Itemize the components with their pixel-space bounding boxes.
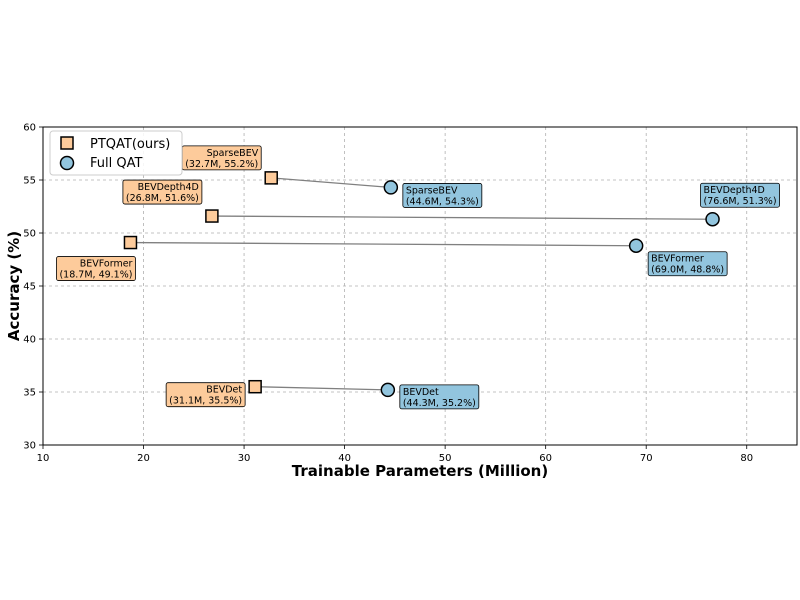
annotation-box xyxy=(647,251,728,277)
annotation-box xyxy=(165,382,246,408)
annotation-model: BEVDepth4D xyxy=(704,185,765,196)
connector-line xyxy=(211,215,713,220)
y-tick-label: 45 xyxy=(23,282,36,293)
annotation-box xyxy=(402,183,483,208)
annotation-box xyxy=(700,182,780,208)
markers xyxy=(123,171,720,398)
annotation-values: (26.8M, 51.6%) xyxy=(126,193,199,204)
annotation-values: (44.3M, 35.2%) xyxy=(403,398,476,409)
x-tick-label: 30 xyxy=(238,453,251,464)
ptqat-marker xyxy=(248,379,262,394)
fullqat-marker xyxy=(380,382,396,398)
annotation: BEVFormer(18.7M, 49.1%) xyxy=(56,256,136,281)
fullqat-marker xyxy=(383,180,399,195)
annotation: BEVFormer(69.0M, 48.8%) xyxy=(647,251,728,277)
legend-ptqat-marker xyxy=(60,136,74,150)
x-tick-label: 10 xyxy=(37,453,50,464)
x-tick-label: 20 xyxy=(137,453,150,464)
x-tick-label: 50 xyxy=(439,453,452,464)
ptqat-marker xyxy=(205,209,219,223)
annotation-values: (76.6M, 51.3%) xyxy=(704,196,777,207)
fullqat-marker xyxy=(628,238,644,253)
annotation-model: BEVDet xyxy=(403,387,439,398)
connector-line xyxy=(130,241,637,247)
ptqat-marker xyxy=(264,171,278,185)
x-tick-label: 60 xyxy=(539,453,552,464)
connectors xyxy=(130,177,713,391)
annotation-model: BEVFormer xyxy=(80,259,133,270)
y-tick-label: 35 xyxy=(23,388,36,399)
y-axis-title: Accuracy (%) xyxy=(5,231,23,341)
annotation: SparseBEV(44.6M, 54.3%) xyxy=(402,183,483,208)
annotation-values: (69.0M, 48.8%) xyxy=(651,265,724,276)
annotation-box xyxy=(56,256,136,281)
x-axis-title: Trainable Parameters (Million) xyxy=(292,462,548,480)
annotation-box xyxy=(399,384,480,410)
annotation-box xyxy=(122,179,203,205)
annotation: SparseBEV(32.7M, 55.2%) xyxy=(181,145,262,171)
annotation: BEVDepth4D(26.8M, 51.6%) xyxy=(122,179,203,205)
annotation: BEVDet(31.1M, 35.5%) xyxy=(165,382,246,408)
annotation-values: (18.7M, 49.1%) xyxy=(59,270,132,281)
axis-ticks: 10 20 30 40 50 60 70 80 30 35 40 45 50 55 60 xyxy=(23,123,753,465)
annotations: SparseBEV(32.7M, 55.2%)BEVDepth4D(26.8M,… xyxy=(56,145,780,410)
x-tick-label: 70 xyxy=(640,453,653,464)
annotation: BEVDepth4D(76.6M, 51.3%) xyxy=(700,182,780,208)
legend-fullqat-marker xyxy=(59,155,75,171)
fullqat-marker xyxy=(705,211,720,227)
y-tick-label: 40 xyxy=(23,335,36,346)
annotation-model: BEVFormer xyxy=(651,254,704,265)
x-tick-label: 80 xyxy=(740,453,753,464)
annotation-model: SparseBEV xyxy=(406,185,458,196)
legend: PTQAT(ours) Full QAT xyxy=(49,130,183,176)
legend-fullqat-label: Full QAT xyxy=(90,156,142,171)
annotation-values: (31.1M, 35.5%) xyxy=(169,396,242,407)
annotation: BEVDet(44.3M, 35.2%) xyxy=(399,384,480,410)
annotation-model: BEVDet xyxy=(206,385,242,396)
ptqat-marker xyxy=(123,235,138,250)
annotation-model: SparseBEV xyxy=(207,148,259,159)
y-tick-label: 60 xyxy=(23,123,36,134)
connector-line xyxy=(271,177,391,189)
annotation-values: (44.6M, 54.3%) xyxy=(406,196,479,207)
legend-box xyxy=(49,130,183,176)
y-tick-label: 50 xyxy=(23,229,36,240)
legend-ptqat-label: PTQAT(ours) xyxy=(90,137,170,152)
annotation-values: (32.7M, 55.2%) xyxy=(185,159,258,170)
x-tick-label: 40 xyxy=(338,453,351,464)
y-tick-label: 55 xyxy=(23,176,36,187)
y-tick-label: 30 xyxy=(23,441,36,452)
annotation-model: BEVDepth4D xyxy=(138,182,199,193)
connector-line xyxy=(255,386,388,391)
